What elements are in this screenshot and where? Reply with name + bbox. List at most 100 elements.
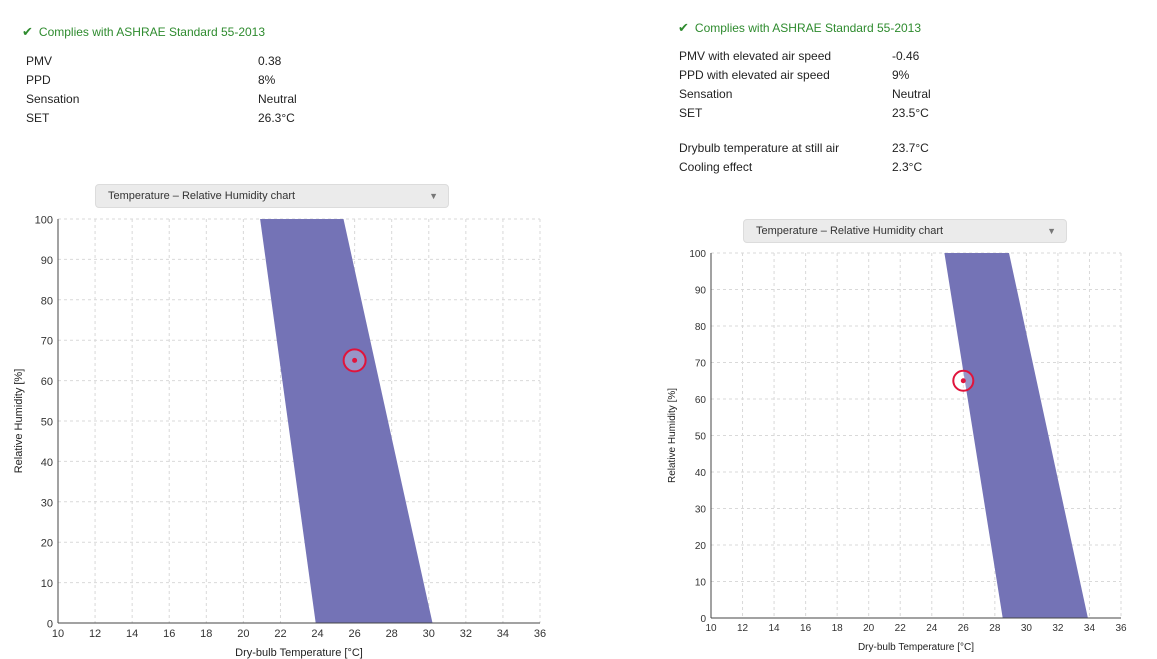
check-icon: ✔ xyxy=(678,20,689,35)
result-row-sensation: Sensation Neutral xyxy=(26,90,356,109)
result-label: Cooling effect xyxy=(679,160,753,174)
x-tick-label: 34 xyxy=(1084,623,1096,634)
compliance-status: ✔ Complies with ASHRAE Standard 55-2013 xyxy=(678,20,921,36)
y-tick-label: 100 xyxy=(689,249,706,260)
y-tick-label: 100 xyxy=(35,215,53,227)
chart-type-select[interactable]: Temperature – Relative Humidity chart ▼ xyxy=(743,219,1067,243)
result-label: PPD xyxy=(26,73,51,87)
x-tick-label: 20 xyxy=(237,628,249,640)
chart-type-select[interactable]: Temperature – Relative Humidity chart ▼ xyxy=(95,184,449,208)
x-tick-label: 14 xyxy=(769,623,781,634)
x-tick-label: 12 xyxy=(89,628,101,640)
grid xyxy=(710,252,1122,619)
y-tick-label: 10 xyxy=(41,578,53,590)
y-tick-label: 50 xyxy=(41,417,53,429)
x-tick-label: 16 xyxy=(800,623,812,634)
y-tick-label: 80 xyxy=(41,295,53,307)
y-tick-label: 0 xyxy=(700,614,706,625)
panel-still-air: ✔ Complies with ASHRAE Standard 55-2013 … xyxy=(0,0,578,659)
x-tick-label: 14 xyxy=(126,628,138,640)
x-tick-label: 24 xyxy=(926,623,938,634)
y-axis-label: Relative Humidity [%] xyxy=(667,388,678,483)
y-axis-label: Relative Humidity [%] xyxy=(13,369,25,474)
y-tick-label: 40 xyxy=(695,468,707,479)
psychrometric-chart-elevated-air[interactable]: 10 12 14 16 18 20 22 24 26 28 30 32 34 36010203040506… xyxy=(578,240,1157,659)
x-tick-label: 24 xyxy=(311,628,323,640)
y-tick-label: 60 xyxy=(41,376,53,388)
x-tick-label: 20 xyxy=(863,623,875,634)
x-tick-label: 10 xyxy=(705,623,717,634)
chevron-down-icon: ▼ xyxy=(1047,226,1056,236)
operating-point xyxy=(960,378,966,384)
chart-type-select-value: Temperature – Relative Humidity chart xyxy=(108,190,296,202)
chevron-down-icon: ▼ xyxy=(429,191,438,201)
y-tick-label: 50 xyxy=(695,432,707,443)
x-tick-label: 22 xyxy=(895,623,907,634)
result-row-pmv: PMV with elevated air speed -0.46 xyxy=(679,47,979,66)
x-tick-label: 32 xyxy=(460,628,472,640)
compliance-text: Complies with ASHRAE Standard 55-2013 xyxy=(694,21,922,35)
x-tick-label: 30 xyxy=(423,628,435,640)
result-label: SET xyxy=(679,106,703,120)
x-axis-label: Dry-bulb Temperature [°C] xyxy=(235,647,363,659)
result-label: Drybulb temperature at still air xyxy=(679,141,840,155)
result-value: Neutral xyxy=(258,92,297,106)
y-tick-label: 60 xyxy=(695,395,707,406)
result-row-pmv: PMV 0.38 xyxy=(26,52,356,71)
x-tick-label: 28 xyxy=(386,628,398,640)
y-tick-label: 0 xyxy=(47,619,53,631)
operating-point xyxy=(352,357,358,363)
result-row-ppd: PPD 8% xyxy=(26,71,356,90)
y-tick-label: 90 xyxy=(41,255,53,267)
x-tick-label: 32 xyxy=(1052,623,1064,634)
compliance-text: Complies with ASHRAE Standard 55-2013 xyxy=(38,25,266,39)
result-label: SET xyxy=(26,111,50,125)
result-row-cooling-effect: Cooling effect 2.3°C xyxy=(679,158,979,177)
y-tick-label: 20 xyxy=(41,538,53,550)
x-tick-label: 10 xyxy=(52,628,64,640)
x-tick-label: 36 xyxy=(1115,623,1127,634)
x-tick-label: 34 xyxy=(497,628,509,640)
result-row-set: SET 23.5°C xyxy=(679,104,979,123)
x-tick-label: 36 xyxy=(534,628,546,640)
y-tick-label: 70 xyxy=(695,359,707,370)
result-value: 26.3°C xyxy=(258,111,295,125)
x-tick-label: 26 xyxy=(958,623,970,634)
result-label: PMV with elevated air speed xyxy=(679,49,832,63)
y-tick-label: 20 xyxy=(695,541,707,552)
comfort-zone xyxy=(944,253,1088,618)
x-tick-label: 30 xyxy=(1021,623,1033,634)
x-tick-label: 12 xyxy=(737,623,749,634)
result-value: Neutral xyxy=(892,87,931,101)
x-tick-label: 16 xyxy=(163,628,175,640)
check-icon: ✔ xyxy=(22,24,33,39)
result-label: Sensation xyxy=(26,92,80,106)
y-tick-label: 70 xyxy=(41,336,53,348)
result-value: -0.46 xyxy=(892,49,920,63)
panel-elevated-air: ✔ Complies with ASHRAE Standard 55-2013 … xyxy=(578,0,1157,659)
y-tick-label: 30 xyxy=(41,497,53,509)
psychrometric-chart-still-air[interactable]: 10 12 14 16 18 20 22 24 26 28 30 32 34 36010203040506… xyxy=(0,205,578,659)
x-axis-label: Dry-bulb Temperature [°C] xyxy=(858,642,974,653)
result-label: PMV xyxy=(26,54,53,68)
result-value: 8% xyxy=(258,73,276,87)
comfort-zone xyxy=(260,219,433,623)
result-value: 9% xyxy=(892,68,910,82)
result-label: Sensation xyxy=(679,87,733,101)
result-row-ppd: PPD with elevated air speed 9% xyxy=(679,66,979,85)
y-tick-label: 90 xyxy=(695,286,707,297)
result-value: 0.38 xyxy=(258,54,282,68)
result-value: 23.5°C xyxy=(892,106,929,120)
x-tick-label: 28 xyxy=(989,623,1001,634)
y-tick-label: 80 xyxy=(695,322,707,333)
result-row-set: SET 26.3°C xyxy=(26,109,356,128)
results-table: PMV 0.38 PPD 8% Sensation Neutral SET 26… xyxy=(26,52,356,128)
x-tick-label: 26 xyxy=(348,628,360,640)
result-row-drybulb-still-air: Drybulb temperature at still air 23.7°C xyxy=(679,139,979,158)
result-value: 23.7°C xyxy=(892,141,929,155)
y-tick-label: 30 xyxy=(695,505,707,516)
chart-type-select-value: Temperature – Relative Humidity chart xyxy=(756,225,944,237)
result-label: PPD with elevated air speed xyxy=(679,68,830,82)
x-tick-label: 18 xyxy=(200,628,212,640)
x-tick-label: 18 xyxy=(832,623,844,634)
